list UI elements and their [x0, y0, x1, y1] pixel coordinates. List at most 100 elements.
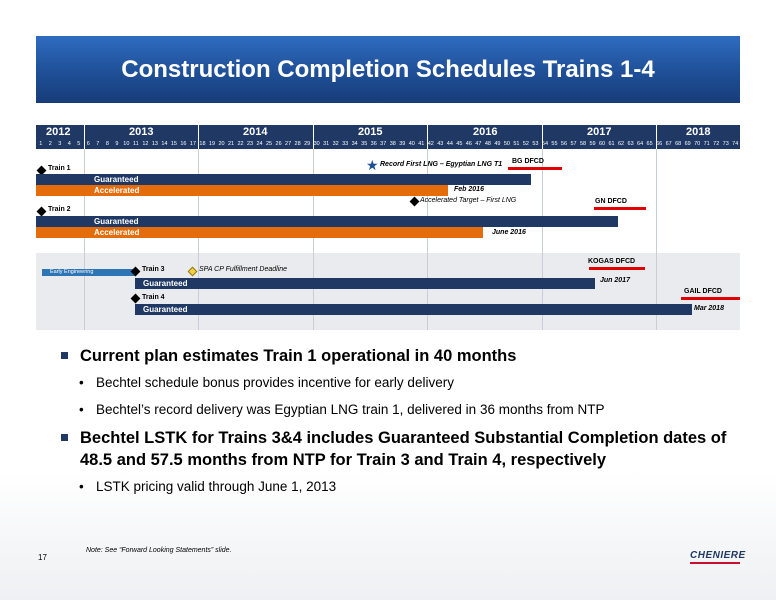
- year-2012: 2012: [46, 126, 71, 138]
- year-2017: 2017: [587, 126, 612, 138]
- record-label: Record First LNG – Egyptian LNG T1: [380, 161, 503, 168]
- year-2013: 2013: [129, 126, 154, 138]
- month-label: 48: [484, 141, 491, 147]
- bullet-sub-3-text: LSTK pricing valid through June 1, 2013: [96, 479, 337, 494]
- month-label: 34: [351, 141, 358, 147]
- bg-dfcd-label: BG DFCD: [512, 158, 544, 165]
- month-label: 22: [237, 141, 244, 147]
- bullet-main-2-text: Bechtel LSTK for Trains 3&4 includes Gua…: [80, 429, 727, 469]
- month-label: 9: [115, 141, 119, 147]
- month-label: 69: [684, 141, 691, 147]
- month-label: 6: [86, 141, 90, 147]
- jun2017-label: Jun 2017: [600, 277, 630, 284]
- month-label: 65: [646, 141, 653, 147]
- dot-bullet-icon: •: [79, 402, 84, 417]
- month-label: 64: [637, 141, 644, 147]
- month-label: 59: [589, 141, 596, 147]
- month-label: 56: [560, 141, 568, 147]
- bullet-main-2: Bechtel LSTK for Trains 3&4 includes Gua…: [60, 427, 740, 471]
- month-label: 67: [665, 141, 672, 147]
- month-label: 38: [389, 141, 396, 147]
- year-gridline: [542, 149, 543, 330]
- month-label: 10: [123, 141, 130, 147]
- month-label: 11: [133, 141, 139, 147]
- month-label: 27: [285, 141, 292, 147]
- year-separator: [198, 125, 199, 149]
- june2016-label: June 2016: [492, 229, 526, 236]
- year-gridline: [198, 149, 199, 330]
- cheniere-logo: CHENIERE: [690, 550, 746, 561]
- month-label: 68: [675, 141, 682, 147]
- gn-dfcd-label: GN DFCD: [595, 198, 627, 205]
- band-gap: [36, 239, 740, 253]
- month-label: 60: [598, 141, 606, 147]
- bullet-main-1: Current plan estimates Train 1 operation…: [60, 345, 740, 367]
- year-gridline: [84, 149, 85, 330]
- month-label: 70: [694, 141, 701, 147]
- year-separator: [313, 125, 314, 149]
- month-header: 1 2 3 4 5 6 7 8 9 10 11 12 13 14 15 16 17 18 19 20 21 22 23 24 2…: [36, 139, 740, 149]
- train1-label: Train 1: [48, 165, 71, 172]
- bullet-sub-1-text: Bechtel schedule bonus provides incentiv…: [96, 375, 454, 390]
- year-separator: [84, 125, 85, 149]
- early-engineering-bar: Early Engineering: [42, 269, 135, 276]
- gn-dfcd-redline: [594, 207, 646, 210]
- bullet-sub-2-text: Bechtel’s record delivery was Egyptian L…: [96, 402, 605, 417]
- year-separator: [542, 125, 543, 149]
- month-label: 45: [456, 141, 463, 147]
- month-label: 52: [522, 141, 529, 147]
- bullet-list: Current plan estimates Train 1 operation…: [60, 345, 740, 504]
- month-label: 25: [266, 141, 273, 147]
- month-label: 61: [608, 141, 615, 147]
- month-label: 63: [627, 141, 634, 147]
- square-bullet-icon: [61, 352, 68, 359]
- month-label: 43: [437, 141, 444, 147]
- month-label: 58: [579, 141, 587, 147]
- month-label: 44: [446, 141, 453, 147]
- month-label: 39: [399, 141, 406, 147]
- month-label: 16: [180, 141, 187, 147]
- year-2014: 2014: [243, 126, 268, 138]
- bullet-main-1-text: Current plan estimates Train 1 operation…: [80, 347, 517, 365]
- month-label: 57: [570, 141, 577, 147]
- month-label: 30: [313, 141, 320, 147]
- month-label: 29: [304, 141, 311, 147]
- month-label: 14: [161, 141, 168, 147]
- train2-guaranteed-bar: Guaranteed: [36, 216, 618, 227]
- bullet-sub-1: • Bechtel schedule bonus provides incent…: [60, 373, 740, 393]
- logo-underline: [690, 562, 740, 564]
- month-label: 41: [418, 141, 425, 147]
- year-2016: 2016: [473, 126, 498, 138]
- band-train3: [36, 253, 740, 330]
- bullet-sub-3: • LSTK pricing valid through June 1, 201…: [60, 477, 740, 497]
- year-gridline: [427, 149, 428, 330]
- bg-dfcd-redline: [508, 167, 562, 170]
- year-2018: 2018: [686, 126, 711, 138]
- train4-guaranteed-bar: Guaranteed: [135, 304, 692, 315]
- dot-bullet-icon: •: [79, 375, 84, 390]
- month-label: 31: [323, 141, 330, 147]
- month-label: 66: [656, 141, 663, 147]
- month-label: 49: [494, 141, 501, 147]
- train2-accelerated-bar: Accelerated: [36, 227, 483, 238]
- month-label: 50: [503, 141, 510, 147]
- train2-label: Train 2: [48, 206, 71, 213]
- spa-label: SPA CP Fulfillment Deadline: [199, 266, 288, 273]
- month-label: 20: [218, 141, 225, 147]
- year-gridline: [656, 149, 657, 330]
- month-label: 15: [170, 141, 177, 147]
- train1-accelerated-bar: Accelerated: [36, 185, 448, 196]
- train3-label: Train 3: [142, 266, 165, 273]
- month-label: 33: [342, 141, 349, 147]
- month-label: 26: [275, 141, 282, 147]
- month-label: 28: [294, 141, 301, 147]
- year-separator: [427, 125, 428, 149]
- background-fade: [0, 470, 776, 600]
- month-label: 72: [713, 141, 720, 147]
- month-label: 5: [77, 141, 81, 147]
- month-label: 24: [256, 141, 263, 147]
- month-label: 71: [703, 141, 710, 147]
- month-label: 23: [246, 141, 254, 147]
- month-label: 17: [189, 141, 197, 147]
- month-label: 46: [465, 141, 472, 147]
